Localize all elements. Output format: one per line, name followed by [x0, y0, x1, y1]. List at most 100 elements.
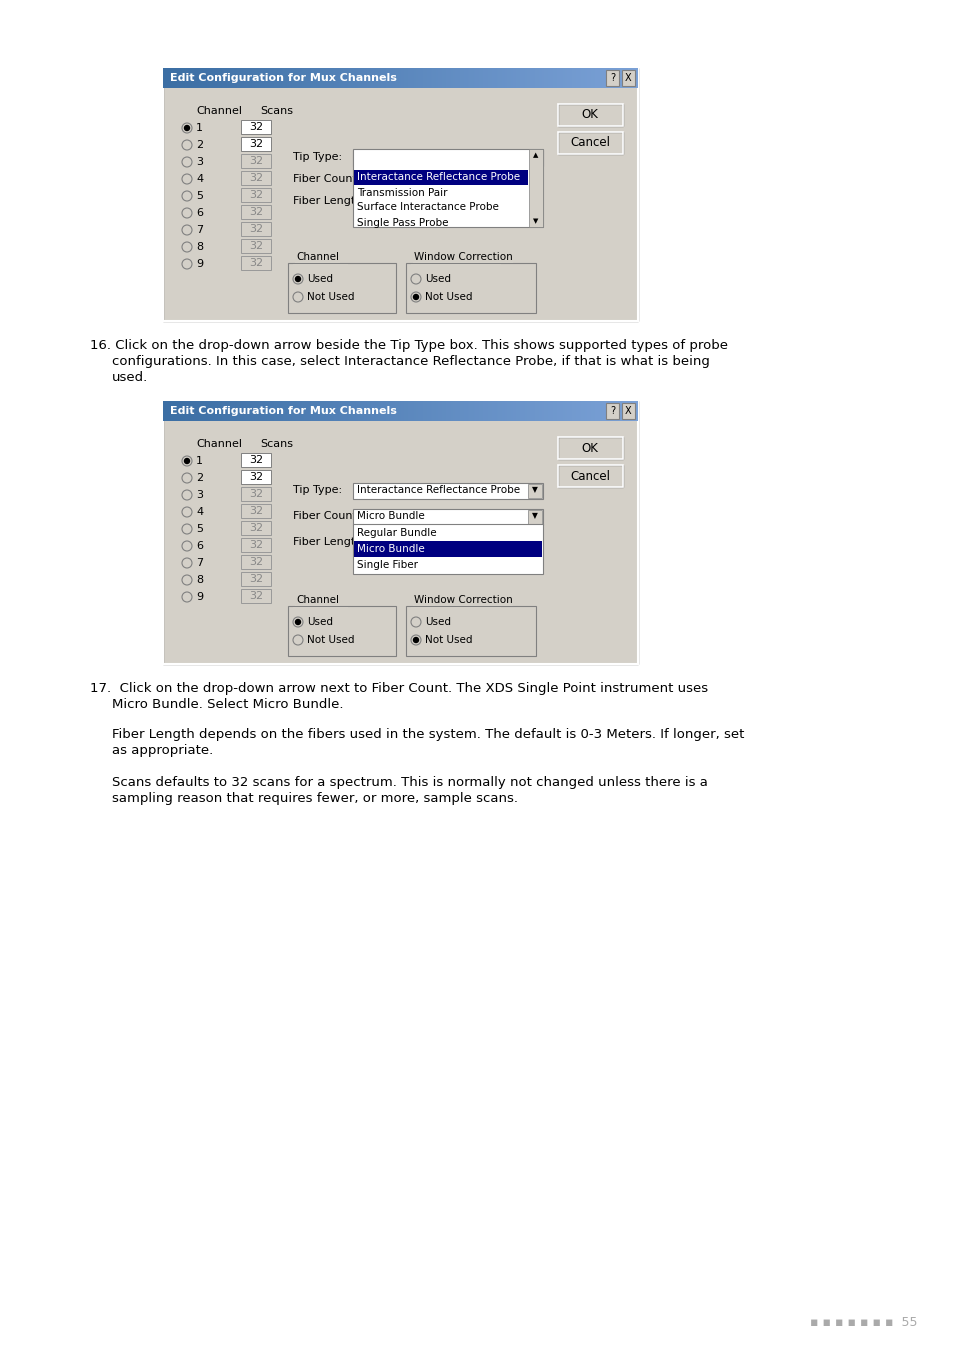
- Bar: [463, 401, 464, 421]
- Bar: [170, 401, 171, 421]
- Bar: [219, 401, 220, 421]
- Bar: [450, 401, 451, 421]
- Bar: [568, 401, 569, 421]
- Bar: [594, 68, 595, 88]
- Bar: [275, 68, 276, 88]
- Text: Tip Type:: Tip Type:: [293, 485, 342, 495]
- Bar: [555, 401, 556, 421]
- Bar: [359, 401, 360, 421]
- Bar: [620, 68, 621, 88]
- Circle shape: [413, 294, 418, 300]
- Bar: [402, 401, 403, 421]
- Bar: [213, 68, 214, 88]
- Bar: [311, 401, 312, 421]
- Bar: [586, 401, 587, 421]
- Bar: [375, 401, 376, 421]
- Bar: [246, 401, 247, 421]
- Bar: [637, 401, 638, 421]
- Bar: [481, 68, 482, 88]
- Bar: [527, 401, 529, 421]
- Bar: [310, 68, 311, 88]
- Bar: [612, 68, 613, 88]
- Bar: [542, 68, 543, 88]
- Bar: [364, 68, 365, 88]
- FancyBboxPatch shape: [353, 524, 542, 574]
- Bar: [589, 401, 590, 421]
- Bar: [421, 401, 422, 421]
- Bar: [205, 401, 206, 421]
- Bar: [437, 401, 438, 421]
- Bar: [234, 68, 235, 88]
- Bar: [165, 401, 166, 421]
- Bar: [292, 68, 293, 88]
- Bar: [401, 401, 402, 421]
- Bar: [398, 68, 399, 88]
- Bar: [496, 68, 497, 88]
- Bar: [167, 401, 168, 421]
- Bar: [406, 68, 407, 88]
- Bar: [483, 68, 484, 88]
- Bar: [280, 401, 281, 421]
- Bar: [282, 68, 283, 88]
- Text: 32: 32: [249, 591, 263, 601]
- Bar: [400, 401, 401, 421]
- Bar: [513, 401, 514, 421]
- Bar: [458, 68, 459, 88]
- Bar: [460, 68, 461, 88]
- Bar: [397, 68, 398, 88]
- Bar: [324, 68, 325, 88]
- Bar: [514, 401, 515, 421]
- Bar: [245, 68, 246, 88]
- FancyBboxPatch shape: [558, 464, 622, 487]
- Bar: [330, 68, 331, 88]
- Bar: [603, 68, 604, 88]
- Bar: [356, 401, 357, 421]
- Bar: [307, 401, 308, 421]
- Circle shape: [182, 190, 192, 201]
- Bar: [320, 68, 322, 88]
- Text: 32: 32: [249, 258, 263, 269]
- FancyBboxPatch shape: [353, 194, 542, 211]
- Bar: [419, 401, 420, 421]
- Bar: [554, 401, 555, 421]
- Bar: [449, 401, 450, 421]
- Bar: [244, 68, 245, 88]
- Bar: [229, 68, 230, 88]
- Bar: [495, 401, 496, 421]
- Bar: [525, 68, 526, 88]
- Bar: [490, 401, 491, 421]
- Bar: [406, 401, 407, 421]
- Text: Scans defaults to 32 scans for a spectrum. This is normally not changed unless t: Scans defaults to 32 scans for a spectru…: [112, 776, 707, 788]
- Bar: [471, 401, 472, 421]
- Bar: [358, 401, 359, 421]
- Bar: [241, 68, 242, 88]
- Bar: [414, 68, 415, 88]
- Bar: [467, 68, 468, 88]
- Text: Interactance Reflectance Probe: Interactance Reflectance Probe: [356, 485, 519, 495]
- Bar: [231, 401, 232, 421]
- Bar: [233, 401, 234, 421]
- FancyBboxPatch shape: [527, 151, 541, 165]
- Bar: [539, 401, 540, 421]
- Bar: [348, 68, 349, 88]
- Bar: [629, 68, 630, 88]
- Bar: [405, 68, 406, 88]
- Bar: [366, 68, 367, 88]
- Bar: [420, 401, 421, 421]
- Circle shape: [182, 174, 192, 184]
- Bar: [254, 401, 255, 421]
- Bar: [621, 68, 622, 88]
- Bar: [517, 68, 518, 88]
- Bar: [637, 68, 638, 88]
- Circle shape: [411, 634, 420, 645]
- Bar: [480, 401, 481, 421]
- Bar: [500, 68, 501, 88]
- Bar: [572, 68, 573, 88]
- Text: ?: ?: [609, 406, 615, 416]
- Bar: [265, 401, 266, 421]
- Bar: [408, 401, 409, 421]
- Text: Channel: Channel: [195, 439, 242, 450]
- Bar: [172, 401, 173, 421]
- Bar: [414, 401, 415, 421]
- Text: Scans: Scans: [260, 439, 293, 450]
